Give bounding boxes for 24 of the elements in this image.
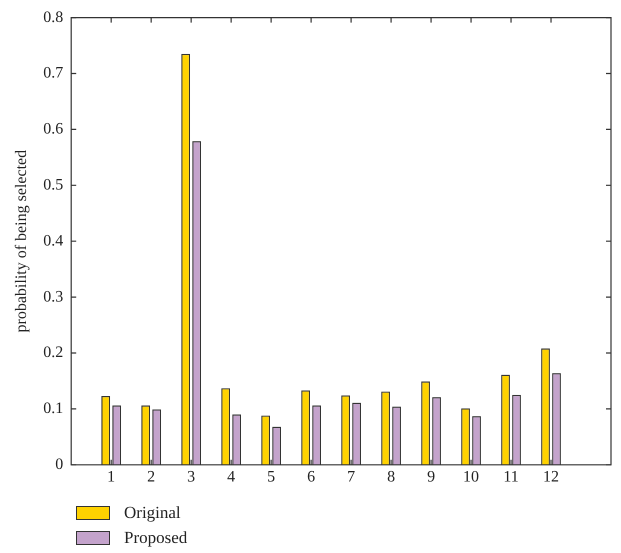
x-tick-label: 1 [107, 468, 116, 486]
y-tick-label: 0.8 [43, 8, 64, 26]
x-tick-label: 9 [427, 468, 436, 486]
x-tick-label: 12 [543, 468, 560, 486]
y-tick-label: 0.6 [43, 120, 64, 138]
y-tick-label: 0.5 [43, 176, 64, 194]
y-tick-label: 0.4 [43, 232, 64, 250]
x-tick-label: 2 [147, 468, 156, 486]
y-axis-title: probability of being selected [12, 150, 30, 333]
x-tick-label: 11 [503, 468, 519, 486]
y-tick-label: 0.1 [43, 400, 64, 418]
y-tick-label: 0 [55, 456, 64, 474]
x-tick-label: 10 [463, 468, 480, 486]
x-tick-label: 7 [347, 468, 356, 486]
x-tick-label: 5 [267, 468, 276, 486]
y-tick-label: 0.3 [43, 288, 64, 306]
y-tick-label: 0.7 [43, 64, 64, 82]
y-tick-label: 0.2 [43, 344, 64, 362]
legend-label: Original [124, 502, 181, 522]
x-tick-label: 3 [187, 468, 196, 486]
x-tick-label: 6 [307, 468, 316, 486]
x-tick-label: 4 [227, 468, 236, 486]
x-tick-label: 8 [387, 468, 396, 486]
legend-label: Proposed [124, 528, 188, 548]
